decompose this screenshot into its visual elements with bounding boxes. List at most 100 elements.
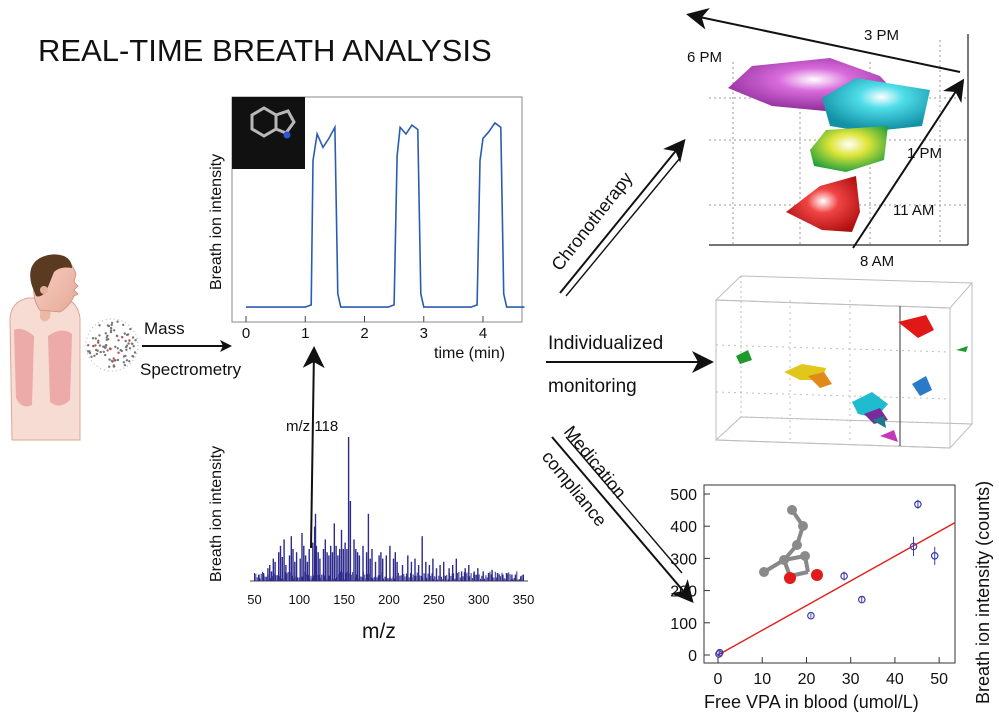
breath-particle [102,350,106,354]
breath-particle [132,345,135,348]
breath-particle [131,336,135,339]
vpa-plot-frame [703,484,956,664]
inlet-label-spectrometry: Spectrometry [140,360,242,379]
breath-particle [125,359,129,362]
breath-particle [129,327,132,331]
breath-particle [91,337,95,340]
breath-particle [96,349,99,352]
breath-particle [98,334,101,337]
vpa-y-tick-label: 200 [670,584,697,601]
time-label-3pm: 3 PM [864,27,899,44]
breath-particle [120,349,124,353]
red-blob [898,315,934,338]
breath-particle [110,359,114,363]
time-trace-ylabel: Breath ion intensity [208,154,225,290]
breath-particle [94,337,98,340]
breath-particle [123,332,127,335]
breath-particle [98,324,101,327]
vpa-y-ticks: 0 100 200 300 400 500 [670,487,710,665]
vpa-y-tick-label: 400 [670,519,697,536]
breath-particle [110,321,114,325]
individualized-3d-plot [714,275,974,449]
breath-particle [116,358,120,362]
mz118-label: m/z 118 [286,418,338,435]
breath-particle [104,332,108,335]
green-blob-right [956,346,968,352]
breath-particle [106,349,109,352]
time-label-6pm: 6 PM [687,49,722,66]
breath-particle [104,353,107,357]
vpa-ylabel: Breath ion intensity (counts) [973,481,993,704]
medication-arrow-group: Medication compliance [538,422,694,604]
breath-particle [106,334,109,337]
individualized-arrow-group: Individualized monitoring [546,333,714,397]
mz-tick-label: 150 [333,592,355,607]
chronotherapy-plot: 3 PM 6 PM 1 PM 11 AM 8 AM [686,7,969,270]
vpa-scatter-chart: 0 10 20 30 40 50 0 100 200 300 400 500 Free VPA in… [670,481,993,712]
breath-particle [97,341,100,344]
breath-particle [109,326,113,330]
breath-particle [134,339,137,342]
person-illustration [9,254,81,441]
breath-particle [131,342,134,345]
vpa-data-points [715,499,939,658]
teal-blob [872,416,886,428]
breath-particle [133,351,137,354]
vpa-data-point [857,595,866,604]
vpa-fit-line [717,521,956,656]
breath-particle [93,354,96,357]
morning-axis-arrow [852,78,965,249]
vpa-y-tick-label: 0 [688,648,697,665]
mz-tick-label: 250 [423,592,445,607]
breath-ion-trace-line [246,121,525,308]
breath-particle [125,348,128,351]
mass-spectrum-chart: 50 100 150 200 250 300 350 m/z Breath ion inte… [208,437,534,643]
individualized-label-line2: monitoring [548,376,637,397]
mz118-arrow [302,346,325,549]
breath-particle [127,333,130,336]
breath-particle [112,357,115,360]
breath-particle [125,344,129,347]
mass-spectrum-xlabel: m/z [362,620,396,643]
breath-particle [116,320,119,323]
breath-particle [99,350,102,354]
vpa-data-point [807,611,815,620]
time-label-8am: 8 AM [860,253,894,270]
vpa-x-tick-label: 50 [930,671,948,688]
breath-particle [112,329,116,332]
breath-particle [108,358,111,361]
red-surface [786,176,860,232]
mass-spectrum-ylabel: Breath ion intensity [208,446,225,582]
breath-particle [87,344,90,347]
time-tick-label: 0 [242,325,250,342]
breath-particle-cloud [85,318,139,372]
breath-particle [122,323,125,327]
breath-particle [108,347,112,350]
vpa-y-tick-label: 100 [670,616,697,633]
vpa-x-tick-label: 10 [753,671,771,688]
mz-tick-label: 200 [378,592,400,607]
mz-tick-label: 350 [513,592,535,607]
breath-particle [110,323,113,327]
breath-particle [128,360,131,363]
breath-particle [88,351,92,355]
breath-particle [108,365,111,368]
breath-particles [87,320,137,368]
breath-particle [95,352,99,356]
mz-tick-label: 300 [468,592,490,607]
breath-particle [94,344,97,347]
vpa-data-point [909,542,918,551]
vpa-x-tick-label: 0 [714,671,723,688]
time-label-1pm: 1 PM [907,145,942,162]
time-tick-label: 2 [360,325,368,342]
breath-particle [98,344,102,347]
breath-particle [127,342,130,345]
chronotherapy-arrow-group: Chronotherapy [547,138,686,297]
vpa-xlabel: Free VPA in blood (umol/L) [704,692,919,712]
mz-tick-label: 50 [247,592,261,607]
3d-scatter-shapes [736,315,968,442]
breath-particle [104,344,107,347]
vpa-y-tick-label: 300 [670,551,697,568]
vpa-data-point [840,572,848,580]
medication-arrow-2 [565,436,683,574]
